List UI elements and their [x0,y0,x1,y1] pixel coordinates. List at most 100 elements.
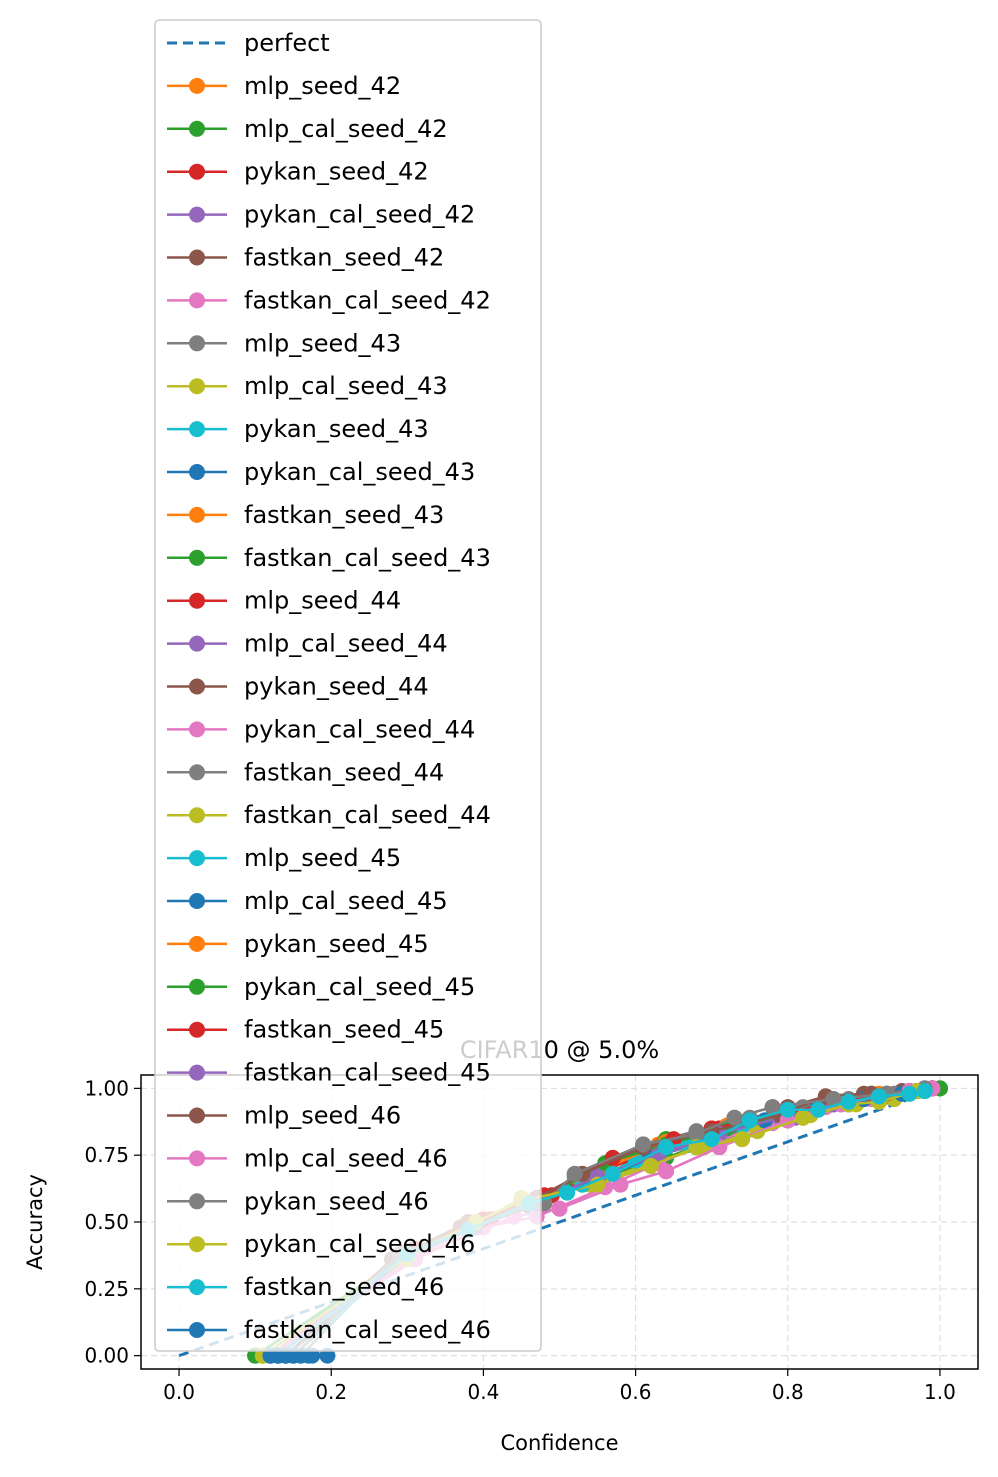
data-point [642,1157,659,1174]
data-point [726,1109,743,1126]
legend-box [154,19,542,1352]
legend-marker [189,764,205,781]
data-point [658,1139,675,1156]
legend-marker [189,1279,205,1296]
y-axis: 0.00 0.25 0.50 0.75 1.00 [84,1076,141,1368]
legend-label: mlp_cal_seed_42 [244,115,448,143]
legend-item: fastkan_seed_43 [167,501,444,529]
legend-item: pykan_cal_seed_44 [167,715,475,743]
legend-label: mlp_seed_44 [244,587,401,615]
legend-marker [189,1150,205,1167]
data-point [825,1091,842,1108]
legend-label: fastkan_seed_46 [244,1273,444,1301]
legend-item: mlp_seed_42 [167,72,401,100]
legend-label: fastkan_cal_seed_43 [244,544,491,572]
legend-marker [189,978,205,995]
data-point [559,1184,576,1201]
legend-marker [189,1021,205,1038]
legend-item: mlp_cal_seed_44 [167,630,448,658]
legend-item: fastkan_cal_seed_42 [167,286,491,314]
legend-label: mlp_seed_42 [244,72,401,100]
legend-marker [189,1193,205,1210]
legend-marker [189,249,205,266]
data-point [840,1093,857,1110]
x-tick-label: 0.4 [468,1380,500,1404]
legend-marker [189,163,205,180]
data-point [703,1131,720,1148]
legend-item: pykan_seed_46 [167,1187,429,1215]
legend-item: pykan_cal_seed_45 [167,973,475,1001]
legend-item: mlp_cal_seed_46 [167,1144,448,1172]
legend-label: mlp_seed_46 [244,1102,401,1130]
legend-marker [189,1064,205,1081]
legend-item: mlp_seed_45 [167,844,401,872]
legend-item: fastkan_seed_45 [167,1016,444,1044]
legend-item: fastkan_cal_seed_44 [167,801,491,829]
legend-item: fastkan_cal_seed_46 [167,1316,491,1344]
legend-label: fastkan_cal_seed_42 [244,286,491,314]
legend-label: pykan_seed_45 [244,930,429,958]
legend-marker [189,378,205,395]
legend-item: pykan_cal_seed_42 [167,201,475,229]
legend-marker [189,721,205,738]
data-point [658,1163,675,1180]
legend-label: pykan_seed_46 [244,1187,429,1215]
legend-item: mlp_cal_seed_43 [167,372,448,400]
legend-marker [189,1322,205,1338]
legend-marker [189,1107,205,1124]
legend-label: fastkan_seed_42 [244,244,444,272]
legend-label: pykan_seed_42 [244,158,429,186]
legend-label: perfect [244,29,330,57]
legend: perfect mlp_seed_42 mlp_cal_seed_42 pykan_s… [154,19,542,1352]
data-point [635,1136,652,1153]
data-point [764,1099,781,1116]
x-axis: 0.0 0.2 0.4 0.6 0.8 1.0 [163,1369,956,1404]
legend-item: pykan_seed_43 [167,415,429,443]
legend-item: fastkan_seed_46 [167,1273,444,1301]
legend-marker [189,421,205,438]
legend-marker [189,1236,205,1253]
legend-item: pykan_cal_seed_46 [167,1230,475,1258]
legend-marker [189,893,205,909]
legend-marker [189,120,205,137]
legend-label: fastkan_cal_seed_45 [244,1059,491,1087]
data-point [794,1109,811,1126]
legend-item: mlp_seed_44 [167,587,401,615]
y-tick-label: 0.25 [84,1277,129,1301]
legend-item: fastkan_cal_seed_45 [167,1059,491,1087]
legend-marker [189,807,205,824]
legend-label: mlp_seed_43 [244,329,401,357]
legend-marker [189,292,205,309]
legend-marker [189,77,205,94]
legend-label: pykan_cal_seed_45 [244,973,475,1001]
y-tick-label: 0.00 [84,1344,129,1368]
legend-label: pykan_cal_seed_44 [244,715,475,743]
legend-label: pykan_seed_43 [244,415,429,443]
legend-marker [189,335,205,352]
legend-label: fastkan_seed_45 [244,1016,444,1044]
legend-label: fastkan_seed_43 [244,501,444,529]
legend-item: fastkan_cal_seed_43 [167,544,491,572]
legend-marker [189,935,205,952]
y-axis-label: Accuracy [23,1174,47,1270]
data-point [871,1088,888,1105]
y-tick-label: 0.50 [84,1210,129,1234]
data-point [901,1085,918,1102]
legend-label: pykan_seed_44 [244,673,429,701]
legend-item: fastkan_seed_44 [167,758,444,786]
legend-label: mlp_cal_seed_44 [244,630,448,658]
x-tick-label: 0.2 [315,1380,347,1404]
data-point [741,1112,758,1129]
x-tick-label: 0.0 [163,1380,195,1404]
legend-item: mlp_cal_seed_45 [167,887,448,915]
legend-item: pykan_cal_seed_43 [167,458,475,486]
y-tick-label: 1.00 [84,1076,129,1100]
legend-label: mlp_cal_seed_46 [244,1144,448,1172]
data-point [551,1200,568,1217]
legend-marker [189,850,205,867]
legend-item: pykan_seed_45 [167,930,429,958]
data-point [604,1165,621,1182]
legend-marker [189,506,205,523]
legend-item: pykan_seed_42 [167,158,429,186]
